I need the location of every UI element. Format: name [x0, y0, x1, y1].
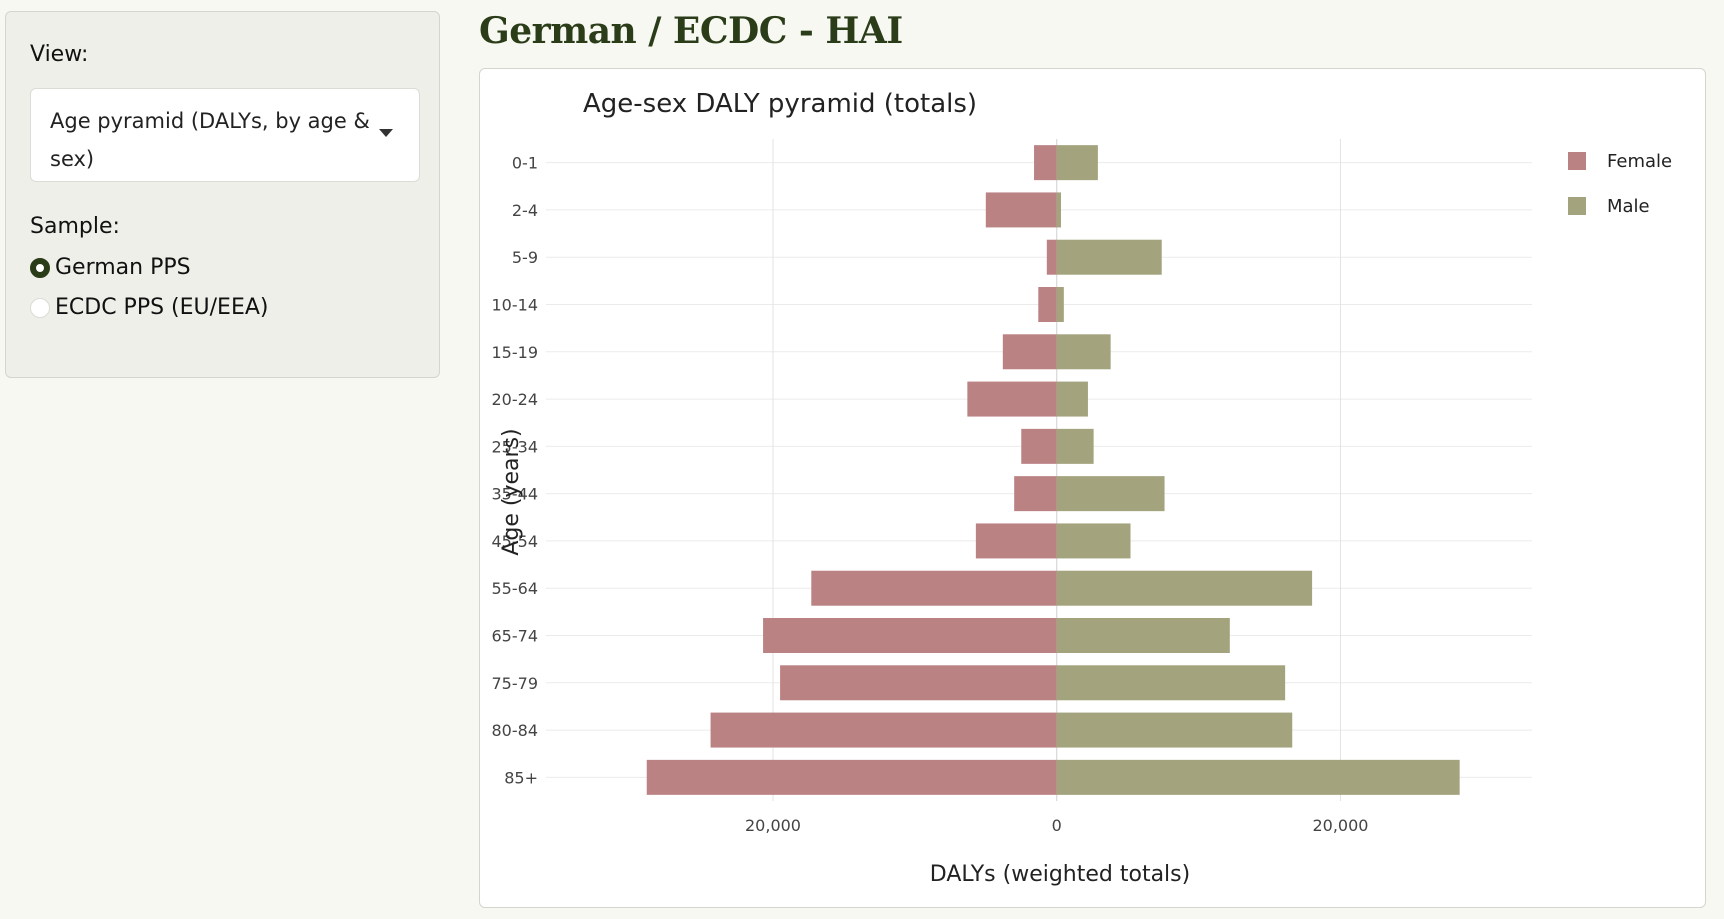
male-bar-0-1[interactable] — [1056, 145, 1098, 181]
sample-option-german-pps[interactable]: German PPS — [30, 255, 191, 280]
y-tick-label: 45-54 — [492, 532, 539, 551]
legend-label-male[interactable]: Male — [1607, 196, 1650, 217]
male-bar-85+[interactable] — [1056, 759, 1460, 795]
male-bar-10-14[interactable] — [1056, 287, 1064, 322]
x-tick-label: 20,000 — [1312, 816, 1368, 835]
sample-label: Sample: — [30, 214, 120, 239]
y-tick-label: 15-19 — [492, 343, 539, 362]
female-bar-80-84[interactable] — [710, 712, 1057, 748]
y-tick-label: 35-44 — [492, 485, 539, 504]
sidebar-panel: View: Age pyramid (DALYs, by age & sex) … — [5, 11, 440, 378]
radio-unselected-icon[interactable] — [30, 297, 50, 318]
female-bar-15-19[interactable] — [1002, 334, 1057, 370]
y-tick-label: 2-4 — [512, 201, 538, 220]
male-bar-15-19[interactable] — [1056, 334, 1111, 370]
female-bar-20-24[interactable] — [967, 381, 1057, 417]
male-bar-80-84[interactable] — [1056, 712, 1293, 748]
radio-selected-icon[interactable] — [30, 257, 50, 278]
male-bar-25-34[interactable] — [1056, 428, 1094, 464]
y-tick-label: 75-79 — [492, 674, 539, 693]
chart-card: Age-sex DALY pyramid (totals) 0-1 2-4 5-9 1… — [479, 68, 1706, 908]
female-bar-35-44[interactable] — [1014, 476, 1057, 512]
grid — [546, 139, 1532, 801]
legend-swatch-male[interactable] — [1568, 197, 1586, 215]
y-tick-label: 85+ — [504, 768, 538, 787]
page-title: German / ECDC - HAI — [479, 10, 903, 52]
female-bar-65-74[interactable] — [763, 618, 1057, 653]
sample-option-label: German PPS — [55, 255, 191, 280]
male-bar-55-64[interactable] — [1056, 570, 1313, 606]
x-tick-labels: 20,000 0 20,000 — [745, 816, 1368, 835]
female-bar-2-4[interactable] — [985, 192, 1057, 228]
bars — [646, 145, 1460, 795]
y-tick-label: 55-64 — [492, 579, 539, 598]
female-bar-0-1[interactable] — [1034, 145, 1057, 181]
legend-label-female[interactable]: Female — [1607, 151, 1672, 172]
male-bar-20-24[interactable] — [1056, 381, 1088, 417]
female-bar-85+[interactable] — [646, 759, 1057, 795]
y-tick-label: 65-74 — [492, 627, 539, 646]
legend-swatch-female[interactable] — [1568, 152, 1586, 170]
x-axis-title: DALYs (weighted totals) — [930, 862, 1190, 887]
view-select[interactable]: Age pyramid (DALYs, by age & sex) — [30, 88, 420, 182]
male-bar-45-54[interactable] — [1056, 523, 1131, 559]
chart-title: Age-sex DALY pyramid (totals) — [583, 89, 977, 119]
male-bar-2-4[interactable] — [1056, 192, 1061, 228]
chevron-down-icon — [379, 129, 393, 137]
female-bar-25-34[interactable] — [1021, 428, 1057, 464]
daly-pyramid-chart: Age-sex DALY pyramid (totals) 0-1 2-4 5-9 1… — [492, 89, 1673, 887]
y-tick-label: 5-9 — [512, 248, 538, 267]
female-bar-45-54[interactable] — [975, 523, 1057, 559]
female-bar-75-79[interactable] — [780, 665, 1057, 701]
male-bar-5-9[interactable] — [1056, 239, 1162, 275]
y-tick-label: 20-24 — [492, 390, 539, 409]
y-tick-label: 25-34 — [492, 437, 539, 456]
view-select-value: Age pyramid (DALYs, by age & sex) — [50, 109, 370, 171]
y-tick-label: 0-1 — [512, 154, 538, 173]
y-tick-labels: 0-1 2-4 5-9 10-14 15-19 20-24 25-34 35-44 45-54 5… — [492, 154, 539, 788]
female-bar-55-64[interactable] — [811, 570, 1057, 606]
y-tick-label: 80-84 — [492, 721, 539, 740]
x-tick-label: 20,000 — [745, 816, 801, 835]
view-label: View: — [30, 42, 89, 67]
male-bar-65-74[interactable] — [1056, 618, 1230, 653]
x-tick-label: 0 — [1052, 816, 1062, 835]
sample-option-label: ECDC PPS (EU/EEA) — [55, 295, 269, 320]
y-axis-title: Age (years) — [499, 428, 524, 555]
legend[interactable]: Female Male — [1568, 151, 1672, 217]
female-bar-5-9[interactable] — [1046, 239, 1057, 275]
male-bar-35-44[interactable] — [1056, 476, 1165, 512]
female-bar-10-14[interactable] — [1038, 287, 1057, 322]
male-bar-75-79[interactable] — [1056, 665, 1286, 701]
y-tick-label: 10-14 — [492, 296, 539, 315]
sample-option-ecdc-pps[interactable]: ECDC PPS (EU/EEA) — [30, 295, 268, 320]
